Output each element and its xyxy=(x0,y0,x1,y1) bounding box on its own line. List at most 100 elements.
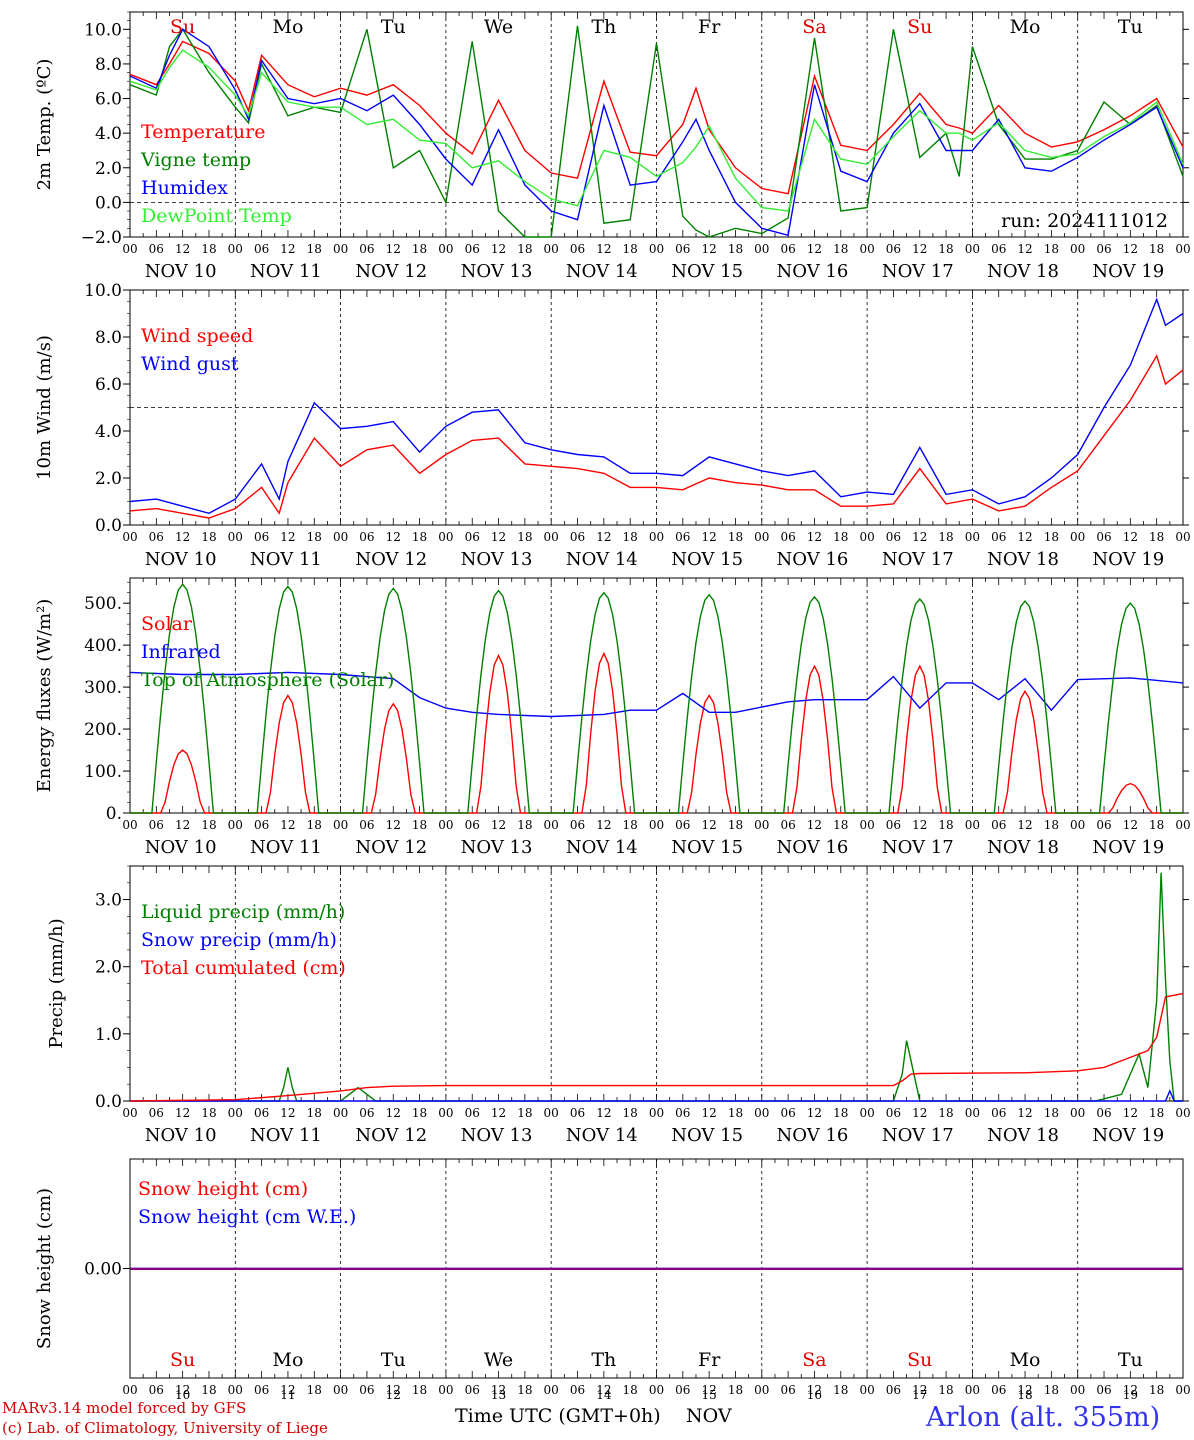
hour-label: 00 xyxy=(1070,1383,1085,1397)
date-label: NOV 19 xyxy=(1092,837,1164,858)
hour-label: 18 xyxy=(833,1383,848,1397)
hour-label: 06 xyxy=(149,530,164,544)
hour-label: 06 xyxy=(991,1106,1006,1120)
hour-label: 06 xyxy=(465,242,480,256)
y-tick-label: 100. xyxy=(84,762,122,782)
date-label: NOV 16 xyxy=(777,549,849,570)
hour-label: 18 xyxy=(517,242,532,256)
hour-label: 12 xyxy=(702,818,717,832)
hour-label: 00 xyxy=(649,1383,664,1397)
series-line-total-cumulated-cm- xyxy=(129,992,1184,1102)
hour-label: 12 xyxy=(175,242,190,256)
hour-label: 00 xyxy=(965,1383,980,1397)
y-axis-title: Energy fluxes (W/m²) xyxy=(34,599,55,793)
legend-entry: Infrared xyxy=(141,641,221,663)
hour-label: 00 xyxy=(754,1383,769,1397)
hour-label: 18 xyxy=(201,1106,216,1120)
series-line-infrared xyxy=(129,671,1184,718)
hour-label: 18 xyxy=(1044,530,1059,544)
hour-label: 12 xyxy=(807,1106,822,1120)
hour-label: 18 xyxy=(623,1383,638,1397)
hour-label: 00 xyxy=(438,530,453,544)
date-label: NOV 18 xyxy=(987,261,1059,282)
hour-label: 12 xyxy=(280,1383,295,1397)
date-label: NOV 13 xyxy=(461,1125,533,1146)
hour-label: 12 xyxy=(702,530,717,544)
hour-label: 18 xyxy=(833,1106,848,1120)
hour-label: 18 xyxy=(1149,242,1164,256)
y-tick-label: 500. xyxy=(84,594,122,614)
hour-label: 00 xyxy=(1175,818,1190,832)
date-label: NOV 12 xyxy=(355,549,427,570)
hour-label: 06 xyxy=(886,242,901,256)
y-axis-title: Precip (mm/h) xyxy=(46,918,67,1048)
credit-line-2: (c) Lab. of Climatology, University of L… xyxy=(2,1419,328,1437)
date-number: 19 xyxy=(1123,1388,1138,1402)
hour-label: 12 xyxy=(596,242,611,256)
hour-label: 18 xyxy=(728,818,743,832)
hour-label: 12 xyxy=(912,1106,927,1120)
hour-label: 00 xyxy=(1175,1383,1190,1397)
hour-label: 12 xyxy=(280,1106,295,1120)
series-line-snow-precip-mm-h- xyxy=(130,1089,1183,1102)
y-tick-label: 10.0 xyxy=(84,20,122,40)
hour-label: 00 xyxy=(333,818,348,832)
hour-label: 06 xyxy=(570,1106,585,1120)
hour-label: 06 xyxy=(570,1383,585,1397)
date-label: NOV 13 xyxy=(461,837,533,858)
date-number: 17 xyxy=(912,1388,927,1402)
weekday-label-top: Su xyxy=(907,16,932,38)
y-tick-label: 0. xyxy=(106,804,122,824)
hour-label: 12 xyxy=(280,242,295,256)
date-number: 18 xyxy=(1017,1388,1032,1402)
y-tick-label: 0.0 xyxy=(95,193,122,213)
hour-label: 00 xyxy=(438,1383,453,1397)
hour-label: 00 xyxy=(859,242,874,256)
hour-label: 12 xyxy=(175,530,190,544)
legend-entry: Liquid precip (mm/h) xyxy=(141,901,345,923)
hour-label: 12 xyxy=(491,242,506,256)
date-label: NOV 14 xyxy=(566,261,638,282)
hour-label: 06 xyxy=(675,530,690,544)
hour-label: 18 xyxy=(833,242,848,256)
y-tick-label: −2.0 xyxy=(81,228,122,248)
y-tick-label: 2.0 xyxy=(95,159,122,179)
date-label: NOV 11 xyxy=(250,837,322,858)
weekday-label-top: Tu xyxy=(1118,16,1143,38)
hour-label: 00 xyxy=(649,242,664,256)
weekday-label-top: We xyxy=(484,16,513,38)
hour-label: 00 xyxy=(228,242,243,256)
credit-line-1: MARv3.14 model forced by GFS xyxy=(2,1399,247,1417)
hour-label: 18 xyxy=(307,530,322,544)
hour-label: 18 xyxy=(938,1106,953,1120)
date-label: NOV 11 xyxy=(250,549,322,570)
panel-2: 0.0 2.0 4.0 6.0 8.0 10.0 10m Wind (m/s) Wind sp… xyxy=(34,281,1191,570)
series-line-vigne-temp xyxy=(129,25,1184,238)
hour-label: 06 xyxy=(1096,530,1111,544)
y-tick-label: 300. xyxy=(84,678,122,698)
series-line-liquid-precip-mm-h- xyxy=(130,872,1183,1102)
date-number: 11 xyxy=(280,1388,295,1402)
hour-label: 12 xyxy=(175,1106,190,1120)
hour-label: 18 xyxy=(412,1383,427,1397)
hour-label: 12 xyxy=(386,1383,401,1397)
hour-label: 12 xyxy=(491,1383,506,1397)
hour-label: 12 xyxy=(1017,530,1032,544)
hour-label: 12 xyxy=(912,530,927,544)
date-label: NOV 13 xyxy=(461,549,533,570)
hour-label: 00 xyxy=(1070,242,1085,256)
hour-label: 12 xyxy=(596,1383,611,1397)
legend-entry: Wind gust xyxy=(141,353,239,375)
hour-label: 18 xyxy=(938,818,953,832)
hour-label: 12 xyxy=(1017,1106,1032,1120)
hour-label: 00 xyxy=(859,818,874,832)
month-label: NOV xyxy=(686,1405,732,1427)
hour-label: 06 xyxy=(149,1383,164,1397)
hour-label: 06 xyxy=(465,818,480,832)
hour-label: 06 xyxy=(886,1106,901,1120)
date-label: NOV 15 xyxy=(671,837,743,858)
hour-label: 18 xyxy=(1044,242,1059,256)
hour-label: 00 xyxy=(1070,818,1085,832)
hour-label: 18 xyxy=(307,1383,322,1397)
hour-label: 12 xyxy=(1017,1383,1032,1397)
